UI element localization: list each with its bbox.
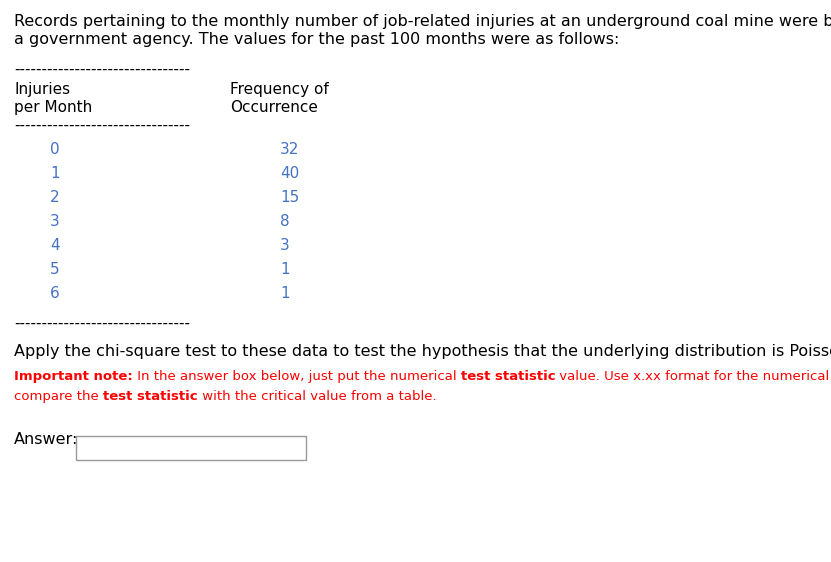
Text: Occurrence: Occurrence [230,100,318,115]
Text: Records pertaining to the monthly number of job-related injuries at an undergrou: Records pertaining to the monthly number… [14,14,831,29]
Text: In the answer box below, just put the numerical: In the answer box below, just put the nu… [133,370,460,383]
Text: 2: 2 [50,190,60,205]
Bar [76,436,306,460]
Text: Injuries: Injuries [14,82,70,97]
Text: --------------------------------: -------------------------------- [14,62,190,77]
Text: 4: 4 [50,238,60,253]
Text: 3: 3 [50,214,60,229]
Text: --------------------------------: -------------------------------- [14,118,190,133]
Text: a government agency. The values for the past 100 months were as follows:: a government agency. The values for the … [14,32,619,47]
Text: 5: 5 [50,262,60,277]
Text: 0: 0 [50,142,60,157]
Text: 1: 1 [50,166,60,181]
Text: 1: 1 [280,262,290,277]
Text: 15: 15 [280,190,299,205]
Text: test statistic: test statistic [460,370,555,383]
Text: test statistic: test statistic [103,390,198,403]
Text: 1: 1 [280,286,290,301]
Text: Answer:: Answer: [14,432,78,447]
Text: 32: 32 [280,142,299,157]
Text: Apply the chi-square test to these data to test the hypothesis that the underlyi: Apply the chi-square test to these data … [14,344,831,359]
Text: 6: 6 [50,286,60,301]
Text: value. Use x.xx format for the numerical value you provide as the answer. Do NOT: value. Use x.xx format for the numerical… [555,370,831,383]
Text: per Month: per Month [14,100,92,115]
Text: 8: 8 [280,214,290,229]
Text: 40: 40 [280,166,299,181]
Text: --------------------------------: -------------------------------- [14,316,190,331]
Text: compare the: compare the [14,390,103,403]
Text: Frequency of: Frequency of [230,82,329,97]
Text: Important note:: Important note: [14,370,133,383]
Text: with the critical value from a table.: with the critical value from a table. [198,390,436,403]
Text: 3: 3 [280,238,290,253]
